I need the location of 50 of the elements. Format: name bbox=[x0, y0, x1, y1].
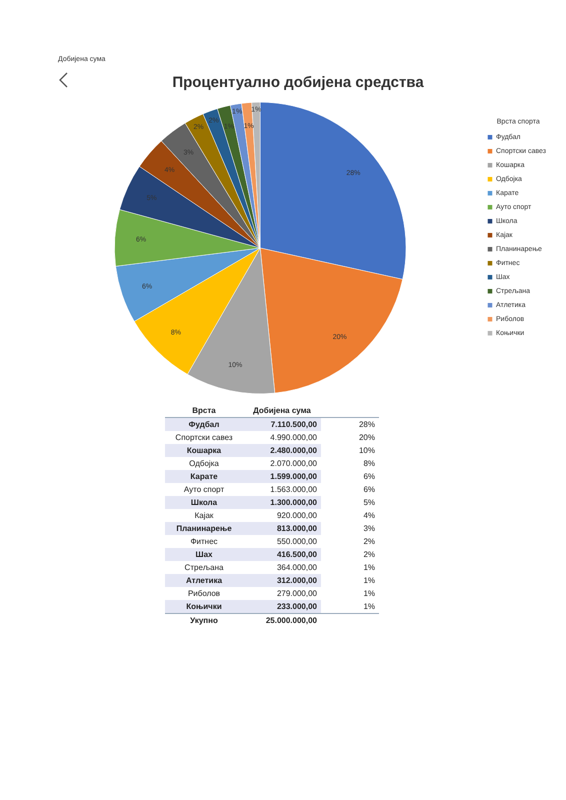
category-label: Стрељана bbox=[184, 563, 224, 572]
category-label: Атлетика bbox=[186, 576, 222, 585]
text: 4.990.000,00 bbox=[269, 432, 318, 444]
text: 416.500,00 bbox=[243, 548, 321, 561]
text: 1.563.000,00 bbox=[269, 484, 318, 496]
text: 2.070.000,00 bbox=[269, 458, 318, 470]
category-label: Фитнес bbox=[190, 537, 218, 546]
category-label: Фудбал bbox=[188, 420, 220, 429]
text: 2.480.000,00 bbox=[243, 444, 321, 457]
text: 10% bbox=[358, 446, 375, 455]
category-label: Кајак bbox=[194, 511, 214, 520]
text: 1% bbox=[363, 563, 375, 572]
text: 279.000,00 bbox=[276, 588, 318, 600]
text: 1% bbox=[363, 589, 375, 598]
category-label: Одбојка bbox=[189, 459, 219, 468]
text: 1.300.000,00 bbox=[243, 496, 321, 509]
category-label: Школа bbox=[190, 498, 218, 507]
text: 312.000,00 bbox=[243, 574, 321, 587]
text: 20% bbox=[358, 433, 375, 442]
text: 28% bbox=[358, 420, 375, 429]
text: 8% bbox=[363, 459, 375, 468]
text: 2% bbox=[363, 537, 375, 546]
text: 233.000,00 bbox=[243, 600, 321, 614]
text: 6% bbox=[363, 472, 375, 481]
text: 7.110.500,00 bbox=[243, 418, 321, 431]
text: 1% bbox=[363, 602, 375, 611]
text: 3% bbox=[363, 524, 375, 533]
text: 1.599.000,00 bbox=[243, 470, 321, 483]
category-label: Кошарка bbox=[186, 446, 222, 455]
text: 550.000,00 bbox=[276, 536, 318, 548]
text: 1% bbox=[363, 576, 375, 585]
text: 4% bbox=[363, 511, 375, 520]
category-label: Риболов bbox=[188, 589, 220, 598]
text: 920.000,00 bbox=[276, 510, 318, 522]
text: 25.000.000,00 bbox=[243, 614, 321, 627]
text: Добијена сума bbox=[243, 404, 321, 418]
text: Укупно bbox=[165, 614, 243, 627]
category-label: Коњички bbox=[186, 602, 222, 611]
text: 2% bbox=[363, 550, 375, 559]
category-label: Шах bbox=[196, 550, 212, 559]
text: 5% bbox=[363, 498, 375, 507]
category-label: Ауто спорт bbox=[184, 485, 224, 494]
category-label: Карате bbox=[190, 472, 218, 481]
category-label: Спортски савез bbox=[175, 433, 233, 442]
text: Врста bbox=[165, 404, 243, 418]
text: 6% bbox=[363, 485, 375, 494]
text: 364.000,00 bbox=[276, 562, 318, 574]
category-label: Планинарење bbox=[176, 524, 232, 533]
chart-title: Процентуално добијена средства bbox=[172, 74, 424, 92]
text: 813.000,00 bbox=[243, 522, 321, 535]
